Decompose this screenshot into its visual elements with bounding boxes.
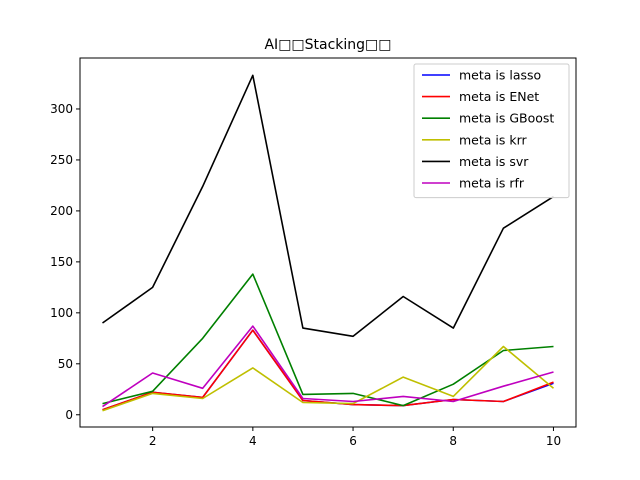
series-lines bbox=[102, 74, 555, 412]
series-line bbox=[102, 74, 554, 338]
y-tick-label: 50 bbox=[58, 357, 73, 371]
legend-label: meta is lasso bbox=[459, 68, 541, 83]
y-tick-label: 0 bbox=[65, 408, 73, 422]
chart-title: AI□□Stacking□□ bbox=[264, 37, 391, 53]
x-tick-label: 4 bbox=[249, 434, 257, 448]
series-line bbox=[102, 325, 554, 408]
x-tick-label: 8 bbox=[449, 434, 457, 448]
legend-label: meta is svr bbox=[459, 154, 529, 169]
legend-label: meta is ENet bbox=[459, 89, 539, 104]
plot-frame bbox=[79, 57, 577, 428]
legend-box bbox=[413, 63, 570, 199]
legend-label: meta is GBoost bbox=[459, 111, 554, 126]
y-tick-label: 200 bbox=[50, 204, 73, 218]
y-tick-label: 100 bbox=[50, 306, 73, 320]
series-line bbox=[102, 273, 554, 407]
series-line bbox=[102, 345, 555, 412]
legend-label: meta is rfr bbox=[459, 176, 525, 191]
y-tick-label: 150 bbox=[50, 255, 73, 269]
x-tick-label: 2 bbox=[149, 434, 157, 448]
legend: meta is lasso meta is ENet meta is GBoost m… bbox=[413, 63, 570, 199]
y-tick-label: 250 bbox=[50, 153, 73, 167]
y-tick-label: 300 bbox=[50, 102, 73, 116]
x-tick-label: 10 bbox=[546, 434, 561, 448]
legend-label: meta is krr bbox=[459, 132, 528, 147]
x-tick-label: 6 bbox=[349, 434, 357, 448]
